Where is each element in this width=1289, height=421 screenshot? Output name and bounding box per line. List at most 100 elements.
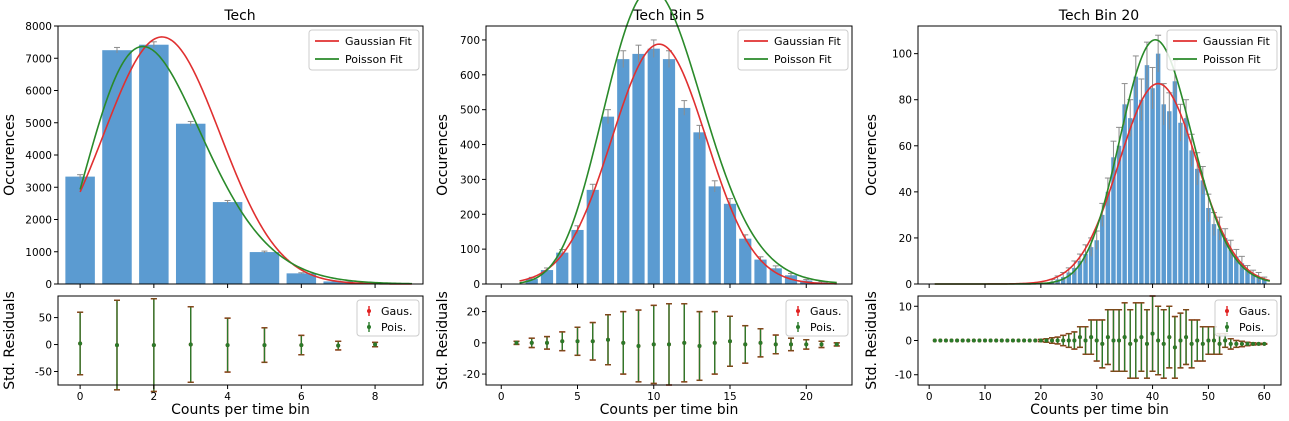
bar (769, 268, 782, 284)
bar (1194, 168, 1200, 284)
bar (1183, 118, 1189, 285)
residual-legend-box (785, 299, 849, 337)
residual-legend-pois-label: Pois. (381, 321, 406, 334)
x-axis-label: Counts per time bin (171, 402, 310, 418)
bar (1172, 81, 1178, 285)
residual-point (299, 343, 304, 348)
x-tick-label: 6 (298, 391, 305, 403)
residual-axes-frame (485, 295, 853, 386)
bar (1178, 122, 1183, 284)
residual-point (1133, 338, 1138, 343)
chart-title: Tech (223, 8, 255, 24)
bar (1116, 145, 1122, 284)
residual-point (728, 339, 732, 344)
residual-point (114, 343, 119, 348)
bar (678, 107, 691, 284)
residual-point (1094, 338, 1099, 343)
residual-point (1195, 338, 1200, 343)
bar (601, 116, 615, 284)
residual-point (373, 342, 378, 347)
x-tick-label: 20 (1034, 391, 1047, 403)
bar (1111, 157, 1116, 284)
residual-y-tick-label: 50 (39, 313, 52, 325)
y-tick-label: 8000 (25, 21, 52, 33)
x-tick-label: 2 (151, 391, 158, 403)
poisson-fit-line (519, 0, 837, 284)
residual-point (606, 337, 610, 342)
bar (1066, 272, 1072, 284)
residual-point (1072, 338, 1077, 343)
legend-box (1166, 29, 1278, 71)
bar (1072, 267, 1077, 284)
bar (1161, 104, 1166, 284)
bar (323, 281, 353, 284)
residual-point (1156, 338, 1161, 343)
residual-point (819, 342, 824, 347)
residual-point (78, 341, 83, 346)
legend-poisson-label: Poisson Fit (345, 53, 403, 66)
y-tick-label: 0 (45, 279, 52, 291)
residual-point (225, 343, 230, 348)
bar (1144, 65, 1150, 285)
residual-point (1178, 338, 1183, 343)
x-tick-label: 0 (498, 391, 505, 403)
residual-point (773, 342, 778, 347)
bar (1239, 263, 1245, 284)
residual-point (590, 339, 595, 344)
residual-y-tick-label: 0 (45, 340, 52, 352)
chart-panel-3: Tech Bin 20020406080100OccurencesGaussia… (864, 8, 1282, 418)
bar (1245, 270, 1250, 284)
y-tick-label: 700 (460, 35, 480, 47)
residual-point (1105, 335, 1110, 340)
legend-poisson-label: Poisson Fit (774, 53, 832, 66)
bar (1189, 150, 1194, 284)
bar (1155, 53, 1161, 285)
residual-y-tick-label: -10 (895, 370, 912, 382)
y-tick-label: 200 (460, 209, 480, 221)
x-axis-label: Counts per time bin (600, 402, 739, 418)
bar (1133, 76, 1139, 284)
residual-point (743, 342, 748, 347)
residual-point (621, 340, 626, 345)
residual-point (651, 342, 656, 347)
residual-legend-pois-label: Pois. (1239, 321, 1264, 334)
bar (571, 229, 584, 284)
x-tick-label: 0 (77, 391, 84, 403)
residual-legend-gaus-label: Gaus. (1239, 305, 1270, 318)
bar (662, 59, 676, 285)
legend-gaussian-label: Gaussian Fit (345, 35, 413, 48)
y-tick-label: 0 (473, 279, 480, 291)
residual-point (1033, 338, 1038, 343)
bar (139, 44, 169, 284)
bar (632, 53, 645, 284)
gaussian-fit-line (519, 43, 837, 285)
y-tick-label: 40 (899, 187, 912, 199)
residual-point (758, 340, 763, 345)
x-tick-label: 5 (574, 391, 581, 403)
residual-point (514, 340, 519, 345)
residual-point (1167, 335, 1172, 340)
y-tick-label: 1000 (25, 247, 52, 259)
residual-legend-gaus-label: Gaus. (381, 305, 412, 318)
residual-y-axis-label: Std. Residuals (2, 291, 18, 390)
residual-point (1139, 335, 1144, 340)
residual-y-tick-label: 20 (467, 307, 480, 319)
residual-point (1100, 341, 1105, 346)
bar (1206, 207, 1211, 284)
residual-point (1239, 341, 1244, 346)
residual-point (1077, 335, 1082, 340)
residual-point (1055, 338, 1060, 343)
residual-point (1206, 338, 1211, 343)
y-tick-label: 60 (899, 141, 912, 153)
x-axis-label: Counts per time bin (1030, 402, 1169, 418)
residual-legend-gaus-marker (1225, 309, 1229, 313)
x-tick-label: 40 (1146, 391, 1159, 403)
legend-gaussian-label: Gaussian Fit (774, 35, 842, 48)
chart-title: Tech Bin 5 (632, 8, 705, 24)
bar (739, 238, 752, 284)
bar (65, 176, 95, 284)
residual-legend-gaus-marker (367, 309, 371, 313)
x-tick-label: 0 (926, 391, 933, 403)
bar (1228, 249, 1233, 284)
